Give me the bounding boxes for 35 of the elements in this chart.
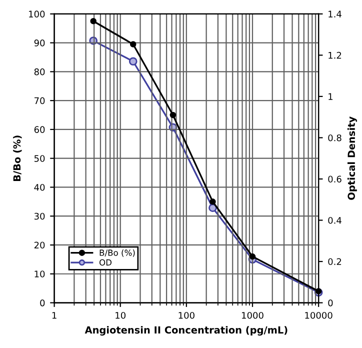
x-tick-label: 10 bbox=[116, 312, 126, 319]
x-tick-label: 10000 bbox=[305, 312, 332, 319]
legend-label: B/Bo (%) bbox=[100, 249, 135, 257]
y2-tick-label: 1.2 bbox=[328, 52, 342, 59]
y2-tick-label: 0.6 bbox=[328, 176, 342, 183]
point bbox=[210, 198, 216, 205]
point bbox=[249, 253, 256, 260]
y2-tick-label: 1.4 bbox=[328, 10, 342, 18]
point bbox=[130, 41, 136, 48]
y2-axis-title: Optical Density bbox=[348, 116, 357, 200]
y-tick-label: 60 bbox=[34, 126, 45, 134]
x-axis-title: Angiotensin II Concentration (pg/mL) bbox=[84, 326, 288, 336]
point bbox=[90, 18, 96, 24]
y2-tick-label: 0.4 bbox=[328, 216, 342, 224]
y-tick-label: 10 bbox=[34, 270, 45, 278]
y-tick-label: 100 bbox=[29, 10, 45, 18]
x-tick-label: 1 bbox=[52, 312, 56, 319]
point bbox=[128, 57, 138, 66]
y2-tick-label: 0.2 bbox=[328, 258, 342, 266]
y-tick-label: 80 bbox=[34, 68, 45, 76]
legend-label: OD bbox=[100, 259, 112, 266]
y-tick-label: 20 bbox=[34, 242, 45, 249]
y-tick-label: 50 bbox=[34, 155, 45, 162]
y2-tick-label: 1 bbox=[328, 93, 332, 100]
y2-tick-label: 0 bbox=[328, 299, 333, 306]
y-tick-label: 30 bbox=[34, 212, 45, 220]
y-tick-label: 90 bbox=[34, 40, 45, 46]
y-tick-label: 0 bbox=[40, 299, 45, 306]
y-tick-label: 40 bbox=[34, 184, 45, 191]
y-axis-title: B/Bo (%) bbox=[13, 136, 22, 181]
x-tick-label: 1000 bbox=[242, 312, 264, 319]
y-tick-label: 70 bbox=[34, 97, 45, 104]
x-tick-label: 100 bbox=[178, 312, 194, 319]
y2-tick-label: 0.8 bbox=[328, 134, 342, 142]
point bbox=[170, 112, 176, 118]
